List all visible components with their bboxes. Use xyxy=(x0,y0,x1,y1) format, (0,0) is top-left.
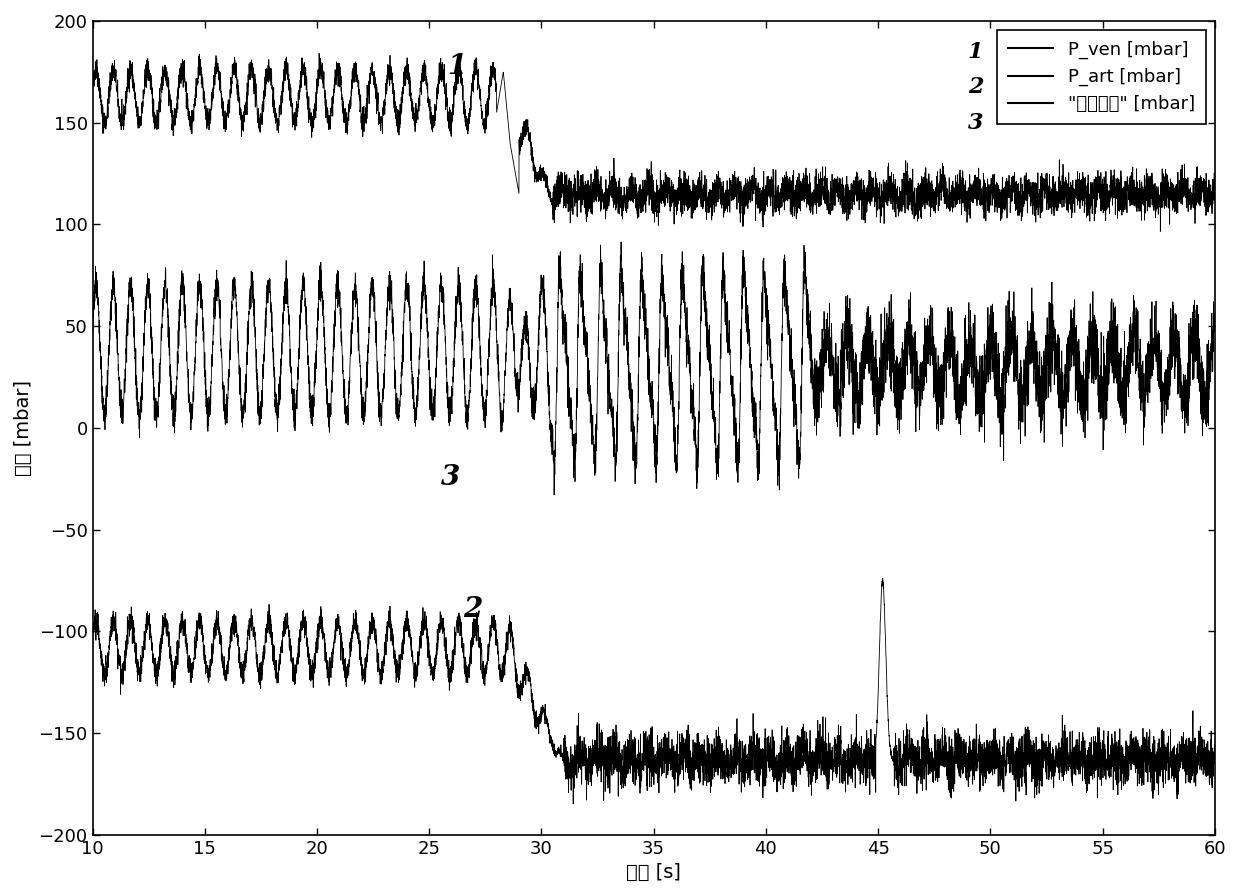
Text: 1: 1 xyxy=(448,53,466,80)
Y-axis label: 压力 [mbar]: 压力 [mbar] xyxy=(14,380,33,476)
Text: 1: 1 xyxy=(967,40,983,63)
Legend: P_ven [mbar], P_art [mbar], "病人脉搟" [mbar]: P_ven [mbar], P_art [mbar], "病人脉搟" [mbar… xyxy=(997,30,1205,125)
Text: 2: 2 xyxy=(463,596,482,623)
Text: 3: 3 xyxy=(440,464,460,491)
Text: 3: 3 xyxy=(967,112,983,134)
Text: 2: 2 xyxy=(967,76,983,99)
X-axis label: 时间 [s]: 时间 [s] xyxy=(626,863,681,882)
